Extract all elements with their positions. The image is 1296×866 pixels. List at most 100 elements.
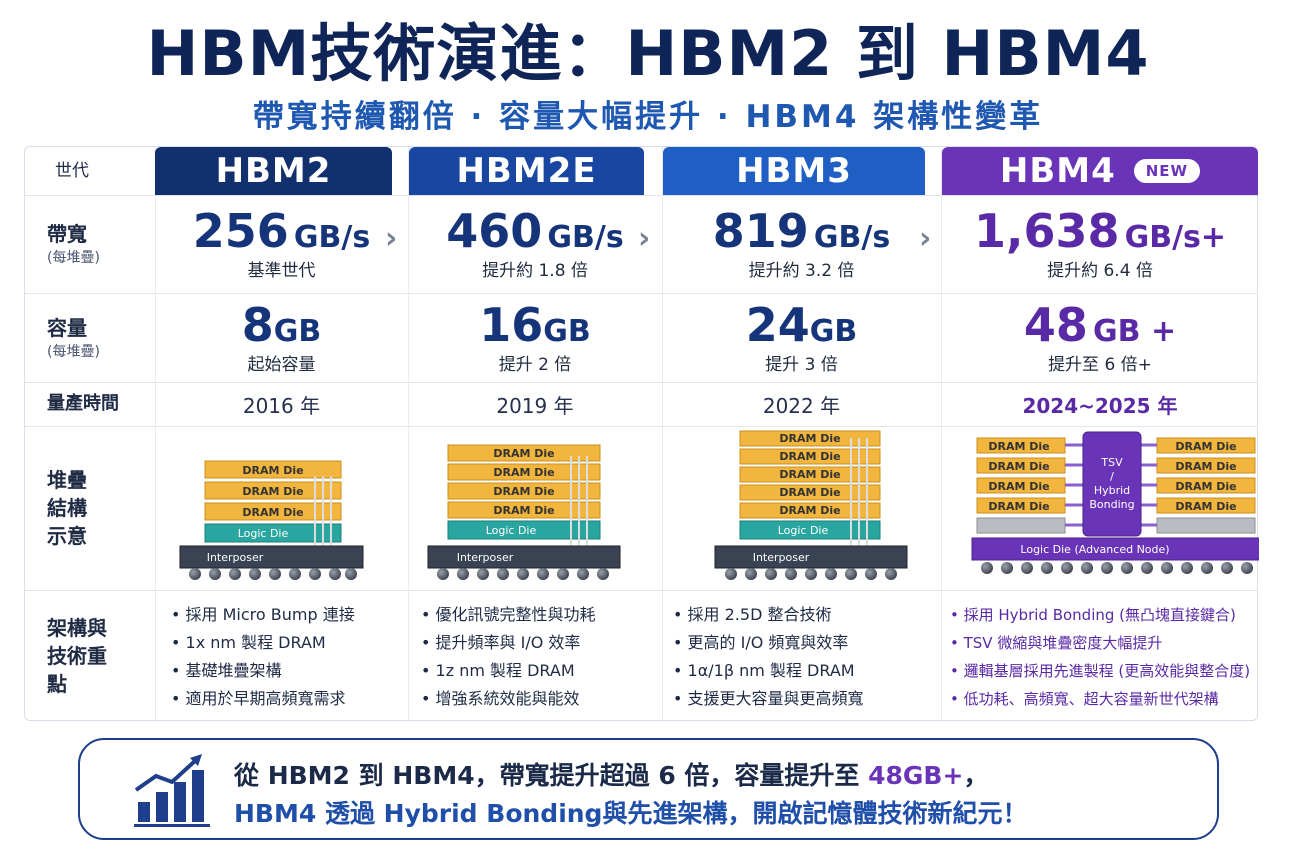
dram-die: DRAM Die bbox=[1156, 477, 1256, 494]
list-item: TSV 微縮與堆疊密度大幅提升 bbox=[950, 629, 1250, 657]
row-divider bbox=[25, 382, 1257, 383]
row-divider bbox=[25, 195, 1257, 196]
logic-die-advanced: Logic Die (Advanced Node) bbox=[971, 537, 1259, 561]
col-divider bbox=[408, 147, 409, 720]
row-divider bbox=[25, 590, 1257, 591]
svg-text:DRAM Die: DRAM Die bbox=[988, 480, 1049, 493]
svg-text:DRAM Die: DRAM Die bbox=[493, 466, 554, 479]
list-item: 優化訊號完整性與功耗 bbox=[421, 601, 596, 629]
header-hbm4: HBM4 NEW bbox=[942, 147, 1258, 195]
capacity-hbm4: 48 GB + 提升至 6 倍+ bbox=[1023, 297, 1177, 375]
solder-balls bbox=[725, 568, 897, 580]
new-badge: NEW bbox=[1133, 159, 1201, 183]
list-item: 1α/1β nm 製程 DRAM bbox=[673, 657, 864, 685]
svg-text:DRAM Die: DRAM Die bbox=[779, 486, 840, 499]
list-item: 1z nm 製程 DRAM bbox=[421, 657, 596, 685]
row-label-bandwidth: 帶寬 (每堆疊) bbox=[47, 222, 100, 266]
svg-text:Interposer: Interposer bbox=[457, 551, 514, 564]
generation-label: 世代 bbox=[55, 161, 89, 181]
capacity-hbm2: 8GB 起始容量 bbox=[241, 297, 322, 375]
svg-text:Logic Die: Logic Die bbox=[486, 524, 537, 537]
svg-text:DRAM Die: DRAM Die bbox=[242, 506, 303, 519]
dram-die: DRAM Die bbox=[204, 502, 342, 521]
svg-text:DRAM Die: DRAM Die bbox=[1175, 500, 1236, 513]
bandwidth-hbm2e: 460 GB/s 提升約 1.8 倍 bbox=[446, 204, 624, 281]
dram-die: DRAM Die bbox=[447, 482, 601, 500]
dram-die: DRAM Die bbox=[739, 430, 881, 447]
gray-die bbox=[1156, 517, 1256, 534]
dram-die: DRAM Die bbox=[739, 484, 881, 501]
stack-hbm2: DRAM Die DRAM Die DRAM Die Logic Die Int… bbox=[179, 460, 364, 580]
row-divider bbox=[25, 293, 1257, 294]
year-hbm3: 2022 年 bbox=[762, 393, 841, 418]
list-item: 提升頻率與 I/O 效率 bbox=[421, 629, 596, 657]
svg-text:Bonding: Bonding bbox=[1089, 498, 1134, 511]
svg-text:DRAM Die: DRAM Die bbox=[779, 432, 840, 445]
svg-text:Interposer: Interposer bbox=[753, 551, 810, 564]
list-item: 更高的 I/O 頻寬與效率 bbox=[673, 629, 864, 657]
svg-text:Hybrid: Hybrid bbox=[1094, 484, 1130, 497]
stack-hbm3: DRAM Die DRAM Die DRAM Die DRAM Die DRAM… bbox=[714, 430, 908, 580]
dram-die: DRAM Die bbox=[1156, 437, 1256, 454]
stack-diagrams: DRAM Die DRAM Die DRAM Die Logic Die Int… bbox=[179, 430, 1259, 580]
svg-text:DRAM Die: DRAM Die bbox=[1175, 460, 1236, 473]
list-item: 採用 Hybrid Bonding (無凸塊直接鍵合) bbox=[950, 601, 1250, 629]
header-hbm3: HBM3 bbox=[663, 147, 925, 195]
page-subtitle: 帶寬持續翻倍 · 容量大幅提升 · HBM4 架構性變革 bbox=[252, 99, 1044, 135]
svg-text:DRAM Die: DRAM Die bbox=[779, 468, 840, 481]
list-item: 1x nm 製程 DRAM bbox=[171, 629, 355, 657]
bandwidth-hbm2: 256 GB/s 基準世代 bbox=[192, 204, 371, 281]
dram-die: DRAM Die bbox=[976, 477, 1066, 494]
solder-balls bbox=[189, 568, 357, 580]
year-hbm2e: 2019 年 bbox=[496, 393, 574, 418]
solder-balls bbox=[437, 568, 609, 580]
svg-text:Logic Die (Advanced Node): Logic Die (Advanced Node) bbox=[1020, 543, 1169, 556]
row-label-capacity: 容量 (每堆疊) bbox=[47, 315, 100, 360]
col-divider bbox=[155, 147, 156, 720]
dram-die: DRAM Die bbox=[739, 448, 881, 465]
gray-die bbox=[976, 517, 1066, 534]
stack-hbm2e: DRAM Die DRAM Die DRAM Die DRAM Die Logi… bbox=[427, 444, 621, 580]
features-hbm2e: 優化訊號完整性與功耗 提升頻率與 I/O 效率 1z nm 製程 DRAM 增強… bbox=[421, 601, 596, 713]
svg-text:Interposer: Interposer bbox=[207, 551, 264, 564]
svg-text:DRAM Die: DRAM Die bbox=[493, 447, 554, 460]
bandwidth-hbm3: 819 GB/s 提升約 3.2 倍 bbox=[712, 204, 891, 281]
page-title: HBM技術演進：HBM2 到 HBM4 bbox=[146, 17, 1150, 90]
svg-text:DRAM Die: DRAM Die bbox=[988, 460, 1049, 473]
svg-text:DRAM Die: DRAM Die bbox=[988, 500, 1049, 513]
logic-die: Logic Die bbox=[739, 520, 881, 540]
tsv-hybrid-bonding-block: TSV / Hybrid Bonding bbox=[1082, 431, 1142, 537]
svg-text:/: / bbox=[1110, 470, 1114, 483]
dram-die: DRAM Die bbox=[447, 463, 601, 481]
header-hbm2: HBM2 bbox=[155, 147, 392, 195]
row-divider bbox=[25, 426, 1257, 427]
comparison-table: 世代 帶寬 (每堆疊) 容量 (每堆疊) 量產時間 堆疊結構示意 架構與技術重點… bbox=[24, 146, 1259, 721]
svg-text:DRAM Die: DRAM Die bbox=[779, 450, 840, 463]
list-item: 邏輯基層採用先進製程 (更高效能與整合度) bbox=[950, 657, 1250, 685]
year-hbm2: 2016 年 bbox=[242, 393, 321, 418]
interposer: Interposer bbox=[714, 545, 908, 569]
dram-die: DRAM Die bbox=[739, 466, 881, 483]
dram-die: DRAM Die bbox=[447, 501, 601, 519]
bandwidth-hbm4: 1,638 GB/s+ 提升約 6.4 倍 bbox=[973, 204, 1227, 281]
svg-text:DRAM Die: DRAM Die bbox=[493, 485, 554, 498]
features-hbm4: 採用 Hybrid Bonding (無凸塊直接鍵合) TSV 微縮與堆疊密度大… bbox=[950, 601, 1250, 713]
dram-die: DRAM Die bbox=[1156, 457, 1256, 474]
connector-lines bbox=[1065, 443, 1157, 527]
svg-text:DRAM Die: DRAM Die bbox=[493, 504, 554, 517]
chart-growth-icon bbox=[134, 754, 210, 827]
dram-die: DRAM Die bbox=[204, 481, 342, 500]
dram-die: DRAM Die bbox=[204, 460, 342, 479]
row-label-production: 量產時間 bbox=[47, 393, 119, 414]
summary-line-1: 從 HBM2 到 HBM4，帶寬提升超過 6 倍，容量提升至 48GB+， bbox=[234, 761, 989, 790]
logic-die: Logic Die bbox=[447, 520, 601, 540]
chevron-right-icon: › bbox=[919, 221, 932, 256]
features-hbm2: 採用 Micro Bump 連接 1x nm 製程 DRAM 基礎堆疊架構 適用… bbox=[171, 601, 355, 713]
svg-text:Logic Die: Logic Die bbox=[778, 524, 829, 537]
header-hbm2e: HBM2E bbox=[409, 147, 644, 195]
logic-die: Logic Die bbox=[204, 523, 342, 543]
svg-text:TSV: TSV bbox=[1100, 456, 1123, 469]
col-divider bbox=[662, 147, 663, 720]
svg-text:DRAM Die: DRAM Die bbox=[1175, 440, 1236, 453]
list-item: 採用 2.5D 整合技術 bbox=[673, 601, 864, 629]
